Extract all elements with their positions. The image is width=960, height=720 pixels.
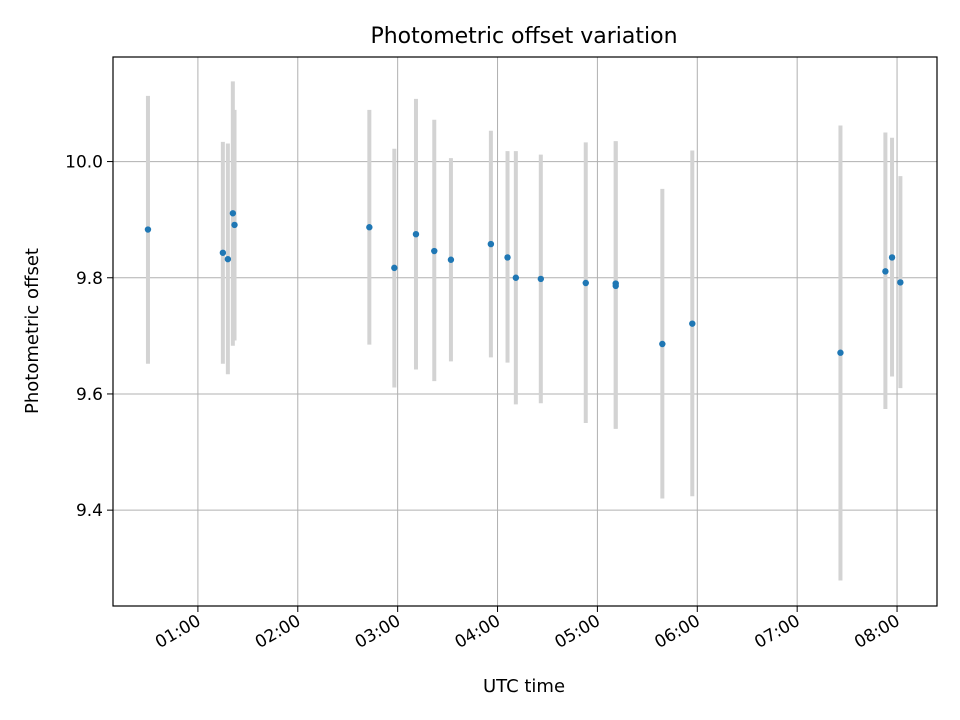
data-point xyxy=(837,349,844,356)
data-point xyxy=(659,340,666,348)
data-point xyxy=(412,230,420,238)
y-axis-label: Photometric offset xyxy=(22,248,43,414)
x-axis-label: UTC time xyxy=(483,676,565,697)
data-point xyxy=(487,240,495,248)
y-tick-label: 10.0 xyxy=(65,153,103,173)
y-tick-label: 9.6 xyxy=(76,385,103,405)
data-point xyxy=(431,247,438,255)
data-point xyxy=(366,224,373,231)
data-point xyxy=(888,254,896,261)
data-point xyxy=(689,320,696,327)
data-point xyxy=(537,275,545,283)
point-layer xyxy=(144,210,904,356)
data-point xyxy=(391,264,398,272)
y-tick-label: 9.8 xyxy=(76,269,103,289)
data-point xyxy=(219,249,227,256)
data-point xyxy=(229,210,237,217)
data-point xyxy=(612,282,619,290)
data-point xyxy=(582,279,589,287)
data-point xyxy=(512,274,520,281)
data-point xyxy=(897,279,904,286)
data-point xyxy=(882,268,889,275)
chart-title: Photometric offset variation xyxy=(370,24,677,49)
data-point xyxy=(144,226,152,233)
data-point xyxy=(231,221,238,229)
grid-layer xyxy=(113,57,937,606)
data-point xyxy=(447,256,455,263)
data-point xyxy=(224,255,232,263)
plot-frame xyxy=(112,56,938,607)
y-tick-label: 9.4 xyxy=(76,501,103,521)
data-point xyxy=(504,254,511,261)
